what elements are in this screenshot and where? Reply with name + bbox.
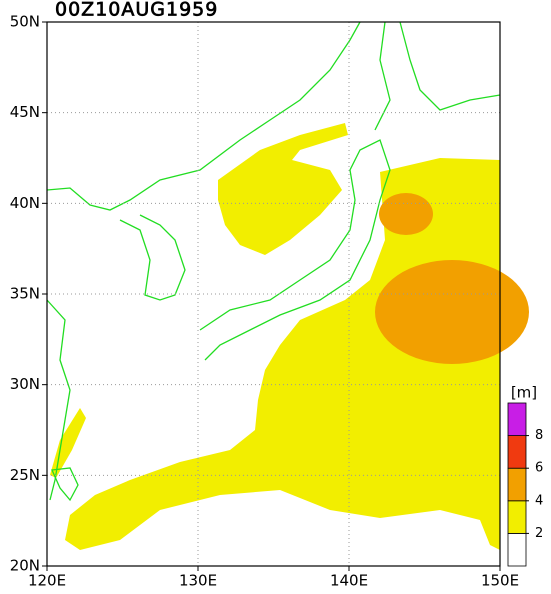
y-tick-label: 30N	[10, 375, 40, 393]
x-tick-label: 140E	[330, 572, 368, 590]
colorbar-box	[507, 402, 527, 436]
y-tick-label: 25N	[10, 466, 40, 484]
field-2m	[50, 408, 86, 478]
x-tick-label: 120E	[28, 572, 66, 590]
y-tick-label: 20N	[10, 557, 40, 575]
y-tick-label: 45N	[10, 103, 40, 121]
field-4m	[375, 260, 529, 364]
colorbar: 2 4 6 8	[507, 402, 543, 567]
colorbar-box	[507, 533, 527, 567]
field-2m	[218, 123, 348, 255]
y-tick-label: 40N	[10, 194, 40, 212]
x-tick-label: 130E	[179, 572, 217, 590]
colorbar-label: 8	[535, 428, 543, 443]
colorbar-label: 4	[535, 493, 543, 508]
field-4m	[379, 193, 433, 235]
colorbar-unit: [m]	[511, 384, 537, 402]
colorbar-label: 6	[535, 461, 543, 476]
x-tick-label: 150E	[481, 572, 519, 590]
colorbar-label: 2	[535, 526, 543, 541]
colorbar-box	[507, 500, 527, 534]
wave-height-fill	[50, 123, 529, 550]
coastline	[46, 21, 501, 502]
y-tick-label: 35N	[10, 285, 40, 303]
field-2m	[65, 158, 500, 550]
map-title: 00Z10AUG1959	[55, 0, 218, 21]
y-tick-label: 50N	[10, 13, 40, 31]
colorbar-box	[507, 435, 527, 469]
colorbar-box	[507, 467, 527, 502]
